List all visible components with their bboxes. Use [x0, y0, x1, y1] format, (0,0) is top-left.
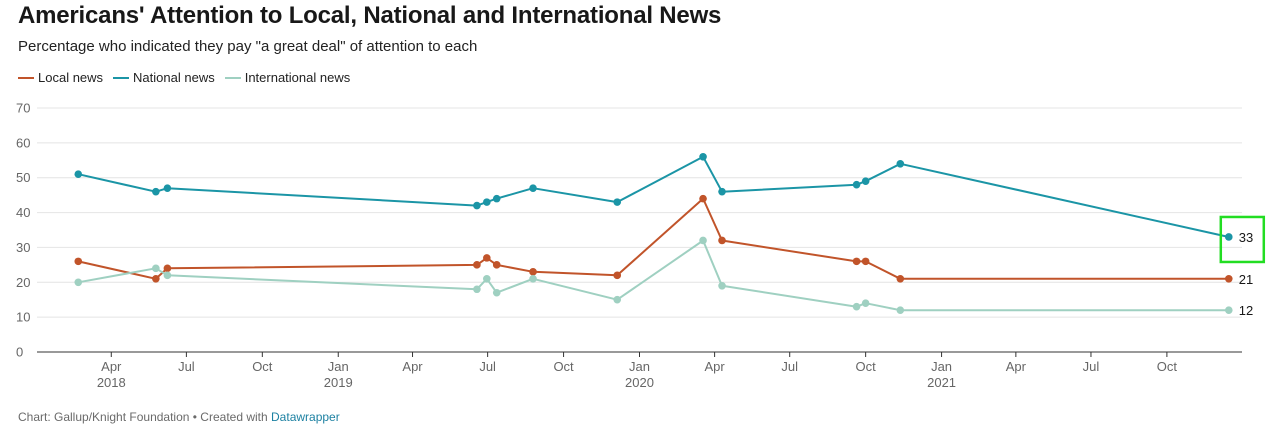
data-point-local: [483, 254, 491, 262]
highlight-box: [1219, 215, 1266, 264]
data-point-national: [852, 180, 861, 189]
data-point-international: [152, 264, 160, 273]
data-point-local: [613, 271, 622, 280]
data-point-international: [699, 236, 707, 245]
x-tick-label: Oct: [856, 359, 877, 374]
data-point-national: [163, 184, 172, 192]
data-point-national: [718, 187, 726, 196]
x-year-label: 2019: [324, 375, 353, 390]
data-point-national: [699, 153, 707, 161]
y-tick-label: 20: [16, 275, 30, 290]
x-tick-label: Jan: [629, 359, 650, 374]
data-point-local: [861, 257, 870, 266]
data-point-international: [1224, 306, 1233, 314]
legend-item-national: National news: [113, 70, 215, 85]
data-point-national: [1224, 233, 1233, 241]
end-label-national: 33: [1239, 230, 1253, 245]
data-point-international: [613, 295, 622, 304]
x-tick-label: Apr: [402, 359, 423, 374]
data-point-local: [473, 261, 481, 269]
footer-credit: Chart: Gallup/Knight Foundation • Create…: [18, 410, 272, 424]
legend-label-international: International news: [244, 70, 351, 85]
x-tick-label: Apr: [1006, 359, 1027, 374]
legend-label-national: National news: [133, 70, 215, 85]
end-label-local: 21: [1239, 272, 1253, 287]
y-tick-label: 40: [16, 205, 30, 220]
chart-title: Americans' Attention to Local, National …: [18, 2, 722, 29]
legend-item-international: International news: [224, 70, 351, 85]
x-tick-label: Oct: [1157, 359, 1178, 374]
data-point-local: [74, 257, 83, 266]
data-point-local: [852, 257, 861, 266]
datawrapper-link[interactable]: Datawrapper: [271, 410, 340, 424]
data-point-national: [613, 198, 622, 206]
x-tick-label: Jul: [1083, 359, 1100, 374]
data-point-local: [896, 275, 905, 283]
series-line-national: [78, 155, 1230, 238]
chart-subtitle: Percentage who indicated they pay "a gre…: [18, 38, 478, 55]
chart-legend: Local news National news International n…: [18, 70, 350, 85]
y-tick-label: 0: [16, 345, 23, 360]
legend-swatch-local: [18, 76, 34, 79]
data-point-local: [1224, 275, 1233, 283]
x-tick-label: Jul: [479, 359, 496, 374]
data-point-international: [852, 302, 861, 311]
x-tick-label: Jan: [931, 359, 952, 374]
legend-swatch-national: [113, 76, 130, 79]
y-tick-label: 50: [16, 170, 30, 185]
data-point-national: [152, 187, 160, 196]
data-point-international: [718, 281, 726, 290]
chart-footer: Chart: Gallup/Knight Foundation • Create…: [18, 410, 340, 424]
x-tick-label: Jul: [781, 359, 798, 374]
data-point-local: [529, 268, 537, 276]
data-point-national: [861, 177, 870, 185]
data-point-local: [492, 261, 501, 269]
series-line-local: [78, 197, 1229, 280]
y-tick-label: 30: [16, 240, 30, 255]
x-tick-label: Apr: [704, 359, 725, 374]
data-point-international: [861, 299, 870, 308]
end-label-international: 12: [1239, 303, 1253, 318]
data-point-local: [699, 194, 707, 203]
x-tick-label: Jul: [178, 359, 195, 374]
x-tick-label: Oct: [553, 359, 574, 374]
x-tick-label: Apr: [101, 359, 122, 374]
legend-label-local: Local news: [38, 70, 104, 85]
x-tick-label: Jan: [328, 359, 349, 374]
data-point-international: [483, 275, 491, 283]
y-tick-label: 10: [16, 310, 30, 325]
y-tick-label: 70: [16, 101, 30, 116]
data-point-national: [473, 201, 481, 210]
data-point-international: [492, 288, 501, 297]
legend-swatch-international: [224, 76, 241, 79]
x-year-label: 2018: [97, 375, 126, 390]
y-tick-label: 60: [16, 135, 30, 150]
series-line-international: [78, 239, 1229, 312]
data-point-national: [74, 170, 83, 179]
data-point-international: [896, 306, 905, 314]
data-point-national: [483, 198, 491, 206]
data-point-international: [529, 275, 537, 283]
x-year-label: 2021: [927, 375, 956, 390]
data-point-local: [163, 264, 172, 273]
x-tick-label: Oct: [252, 359, 273, 374]
legend-item-local: Local news: [18, 70, 103, 85]
data-point-local: [718, 236, 726, 245]
data-point-national: [492, 194, 501, 203]
data-point-international: [473, 285, 481, 294]
data-point-international: [163, 271, 172, 280]
data-point-international: [74, 278, 83, 287]
data-point-national: [529, 184, 537, 192]
data-point-national: [896, 159, 905, 168]
data-point-local: [152, 275, 160, 283]
x-year-label: 2020: [625, 375, 654, 390]
